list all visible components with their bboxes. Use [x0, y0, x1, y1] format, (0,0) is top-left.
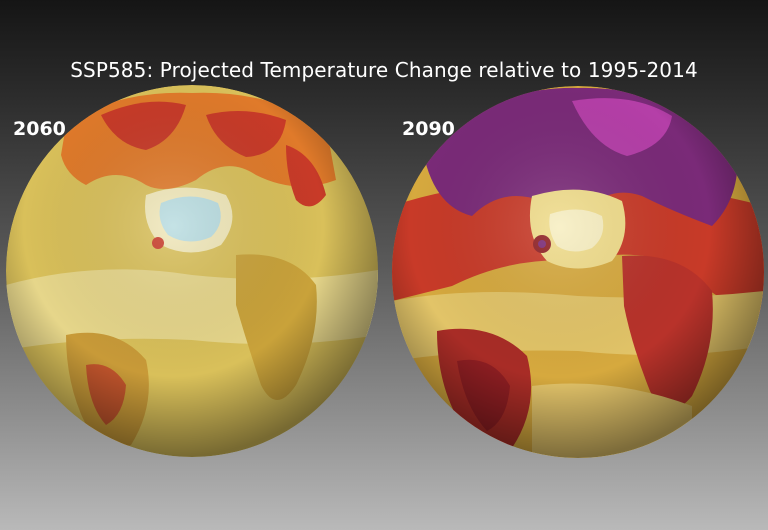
globe-2060 [6, 85, 378, 457]
map-title: SSP585: Projected Temperature Change rel… [70, 58, 698, 82]
globe-2090 [392, 86, 764, 458]
globe-shading [6, 85, 378, 457]
year-label-2060: 2060 [13, 118, 66, 140]
globe-shading [392, 86, 764, 458]
year-label-2090: 2090 [402, 118, 455, 140]
